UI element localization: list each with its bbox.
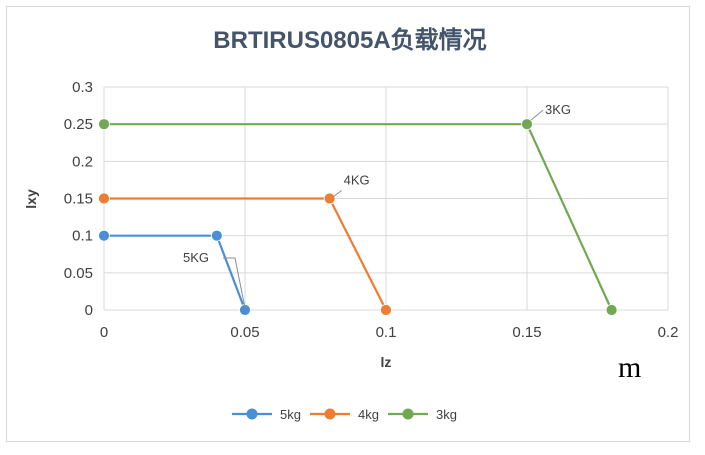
x-axis-label: lz (381, 354, 392, 370)
legend-swatch-marker (324, 408, 336, 420)
data-point-4kg (323, 192, 336, 205)
legend-swatch-marker (246, 408, 258, 420)
annotations: 5KG 4KG 3KG (183, 102, 571, 309)
annotation-leader (333, 190, 342, 197)
x-tick-label: 0.05 (230, 324, 259, 341)
annotation-leader (223, 257, 246, 309)
x-tick-label: 0.15 (512, 324, 541, 341)
y-tick-label: 0.15 (64, 191, 93, 208)
data-point-4kg (98, 192, 110, 205)
data-point-4kg (380, 304, 392, 316)
series-line-3kg (104, 123, 613, 311)
chart-frame (6, 6, 690, 442)
legend-label-5kg: 5kg (280, 407, 301, 422)
series-lines (104, 123, 613, 311)
legend-swatch-marker (402, 408, 414, 420)
data-point-5kg (210, 229, 223, 242)
data-point-5kg (239, 304, 251, 316)
data-point-3kg (98, 118, 110, 131)
x-tick-labels: 0 0.05 0.1 0.15 0.2 (100, 324, 679, 341)
data-point-5kg (98, 229, 110, 242)
annotation-label: 4KG (344, 173, 370, 188)
y-tick-label: 0 (85, 302, 93, 319)
annotation-leader (530, 109, 544, 121)
series-points (98, 118, 618, 316)
annotation-label: 5KG (183, 250, 209, 265)
chart-title: BRTIRUS0805A负载情况 (213, 27, 486, 54)
y-tick-label: 0.2 (72, 153, 93, 170)
y-tick-label: 0.3 (72, 79, 93, 96)
annotation-label: 3KG (545, 102, 571, 117)
unit-note: m (618, 351, 641, 384)
x-tick-label: 0 (100, 324, 108, 341)
y-tick-labels: 0 0.05 0.1 0.15 0.2 0.25 0.3 (64, 79, 93, 319)
legend-label-3kg: 3kg (436, 407, 457, 422)
x-tick-label: 0.2 (658, 324, 679, 341)
legend-label-4kg: 4kg (358, 407, 379, 422)
y-tick-label: 0.25 (64, 116, 93, 133)
legend: 5kg 4kg 3kg (232, 407, 457, 422)
y-tick-label: 0.1 (72, 228, 93, 245)
data-point-3kg (605, 304, 618, 316)
y-axis-label: lxy (23, 189, 39, 209)
data-point-3kg (521, 118, 533, 131)
y-tick-label: 0.05 (64, 265, 93, 282)
x-tick-label: 0.1 (376, 324, 397, 341)
